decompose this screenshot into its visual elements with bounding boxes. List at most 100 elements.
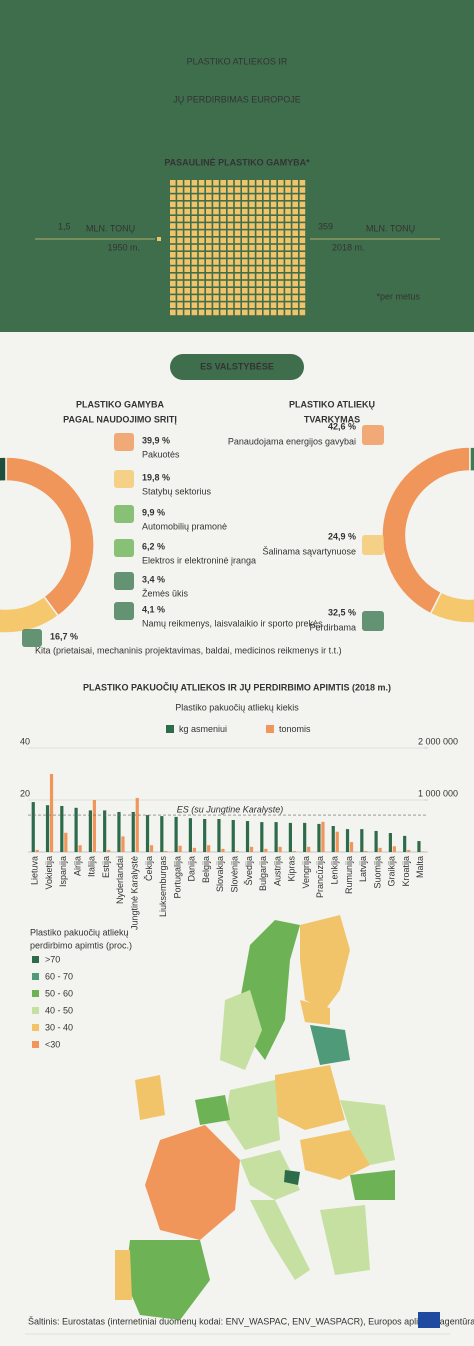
map-region [240, 1150, 300, 1200]
grid-square [227, 180, 234, 186]
eu-flag [418, 1312, 440, 1328]
grid-square [170, 216, 176, 222]
value-label: 6,2 % [142, 541, 165, 551]
x-tick-label: Liuksemburgas [158, 856, 168, 918]
grid-square [249, 244, 255, 251]
grid-square [299, 309, 306, 316]
grid-square [263, 302, 270, 308]
grid-square [292, 259, 298, 265]
grid-square [213, 180, 219, 186]
grid-square [249, 237, 255, 244]
icon [114, 505, 134, 523]
grid-square [206, 201, 212, 208]
grid-square [198, 259, 205, 265]
grid-square [184, 180, 190, 186]
bar [145, 815, 150, 852]
grid-square [198, 302, 205, 308]
grid-square [285, 259, 291, 265]
grid-square [256, 273, 262, 280]
grid-square [177, 288, 183, 294]
grid-square [206, 180, 212, 186]
legend-title: Plastiko pakuočių atliekų [30, 927, 129, 937]
grid-square [220, 194, 226, 200]
grid-square [184, 266, 190, 272]
bar [217, 818, 221, 852]
grid-square [263, 259, 270, 265]
grid-square [227, 288, 234, 294]
grid-square [177, 216, 183, 222]
grid-square [299, 273, 306, 280]
grid-square [234, 273, 241, 280]
map-region [125, 1240, 210, 1320]
grid-square [270, 194, 277, 200]
grid-square [184, 216, 190, 222]
grid-square [206, 187, 212, 193]
grid-square [285, 252, 291, 258]
grid-square [270, 302, 277, 308]
grid-square [227, 223, 234, 229]
grid-square [220, 201, 226, 208]
category-label: Panaudojama energijos gavybai [228, 436, 356, 446]
reference-label: ES (su Jungtine Karalyste) [177, 804, 284, 814]
x-tick-label: Švedija [244, 856, 254, 886]
grid-square [191, 259, 198, 265]
grid-square [242, 180, 248, 186]
x-tick-label: Vengrija [301, 856, 311, 889]
grid-square [256, 230, 262, 236]
grid-square [177, 201, 183, 208]
end-value: 359 [318, 221, 333, 231]
grid-square [249, 201, 255, 208]
grid-square [220, 295, 226, 301]
grid-square [263, 244, 270, 251]
year: 1950 m. [107, 242, 140, 252]
value-label: 42,6 % [328, 421, 356, 431]
grid-square [285, 216, 291, 222]
grid-square [177, 302, 183, 308]
grid-square [227, 295, 234, 301]
grid-square [227, 266, 234, 272]
grid-square [213, 244, 219, 251]
grid-square [177, 230, 183, 236]
grid-square [278, 273, 284, 280]
grid-square [191, 194, 198, 200]
grid-square [191, 180, 198, 186]
start-square [157, 237, 161, 241]
bar [317, 823, 321, 852]
grid-square [270, 273, 277, 280]
bar [49, 774, 54, 852]
y2-tick-label: 1 000 000 [418, 788, 458, 798]
grid-square [234, 208, 241, 215]
grid-square [227, 201, 234, 208]
grid-square [249, 288, 255, 294]
grid-square [170, 280, 176, 287]
grid-square [206, 252, 212, 258]
bar [264, 848, 268, 852]
grid-square [213, 259, 219, 265]
grid-square [220, 244, 226, 251]
bar [231, 820, 235, 852]
icon [362, 425, 384, 445]
donut-segment [469, 446, 474, 472]
grid-square [220, 266, 226, 272]
grid-square [234, 295, 241, 301]
grid-square [278, 230, 284, 236]
grid-square [242, 237, 248, 244]
grid-square [242, 187, 248, 193]
grid-square [198, 230, 205, 236]
value-label: 32,5 % [328, 607, 356, 617]
grid-square [270, 309, 277, 316]
icon [114, 539, 134, 557]
legend-label: 50 - 60 [45, 988, 73, 998]
grid-square [256, 216, 262, 222]
chart-title: PLASTIKO GAMYBA [76, 399, 165, 409]
y2-tick-label: 2 000 000 [418, 736, 458, 746]
x-tick-label: Latvija [358, 856, 368, 882]
grid-square [278, 288, 284, 294]
grid-square [292, 295, 298, 301]
bar [207, 845, 211, 852]
grid-square [213, 194, 219, 200]
grid-square [270, 180, 277, 186]
grid-square [270, 187, 277, 193]
grid-square [170, 273, 176, 280]
grid-square [213, 273, 219, 280]
